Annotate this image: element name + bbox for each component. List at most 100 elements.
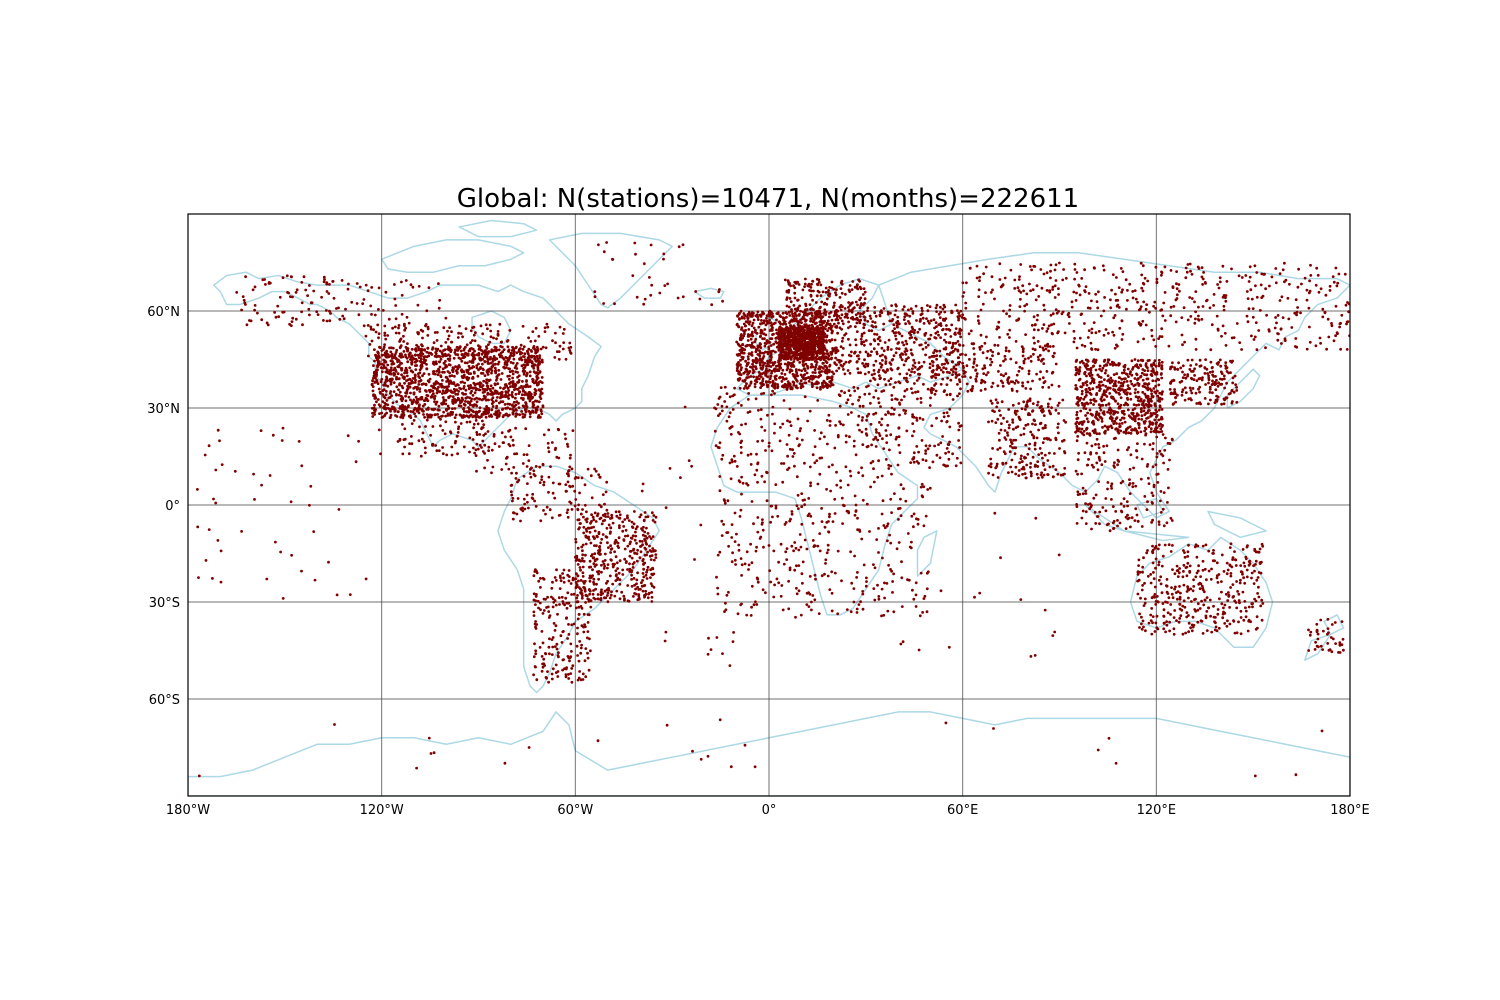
- station-marker: [798, 313, 801, 316]
- station-marker: [629, 550, 632, 553]
- station-marker: [493, 383, 497, 387]
- station-marker: [400, 373, 403, 377]
- station-marker: [366, 289, 370, 293]
- station-marker: [855, 321, 859, 325]
- station-marker: [1275, 321, 1278, 325]
- station-marker: [523, 393, 527, 397]
- station-marker: [872, 338, 876, 341]
- station-marker: [741, 343, 745, 347]
- station-marker: [578, 566, 582, 569]
- station-marker: [928, 305, 932, 309]
- station-marker: [534, 625, 537, 629]
- station-marker: [797, 368, 801, 372]
- station-marker: [769, 351, 773, 355]
- station-marker: [572, 592, 576, 596]
- station-marker: [531, 380, 535, 383]
- station-marker: [347, 282, 350, 286]
- station-marker: [810, 282, 813, 286]
- station-marker: [1120, 338, 1124, 341]
- station-marker: [584, 518, 588, 521]
- station-marker: [737, 325, 740, 328]
- station-marker: [763, 328, 767, 331]
- station-marker: [508, 370, 512, 374]
- station-marker: [510, 493, 514, 497]
- station-marker: [824, 371, 828, 375]
- station-marker: [881, 359, 884, 362]
- station-marker: [813, 368, 817, 372]
- station-marker: [842, 368, 845, 371]
- station-marker: [541, 612, 545, 615]
- station-marker: [622, 538, 626, 541]
- station-marker: [589, 565, 593, 569]
- station-marker: [522, 405, 526, 409]
- station-marker: [933, 336, 937, 339]
- station-marker: [800, 317, 804, 321]
- station-marker: [810, 349, 813, 353]
- station-marker: [448, 346, 452, 350]
- station-marker: [397, 359, 401, 363]
- station-marker: [575, 572, 578, 576]
- station-marker: [377, 403, 381, 406]
- station-marker: [400, 406, 403, 409]
- station-marker: [739, 373, 743, 377]
- station-marker: [323, 278, 326, 281]
- station-marker: [600, 537, 604, 541]
- station-marker: [431, 389, 435, 393]
- station-marker: [1153, 300, 1157, 304]
- station-marker: [1314, 283, 1318, 287]
- station-marker: [763, 344, 767, 348]
- station-marker: [383, 401, 387, 405]
- station-marker: [511, 403, 514, 407]
- station-marker: [504, 366, 508, 369]
- station-marker: [562, 568, 566, 572]
- station-marker: [385, 376, 389, 380]
- station-marker: [778, 353, 781, 357]
- station-marker: [902, 343, 906, 347]
- station-marker: [542, 577, 546, 581]
- station-marker: [438, 355, 442, 358]
- station-marker: [858, 279, 861, 283]
- station-marker: [928, 321, 931, 325]
- station-marker: [558, 482, 562, 486]
- station-marker: [487, 449, 490, 452]
- station-marker: [771, 361, 774, 365]
- station-marker: [765, 364, 768, 368]
- station-marker: [740, 315, 744, 319]
- station-marker: [1167, 344, 1171, 348]
- station-marker: [736, 314, 739, 318]
- station-marker: [826, 385, 829, 389]
- station-marker: [403, 445, 406, 449]
- station-marker: [532, 673, 535, 677]
- station-marker: [630, 573, 633, 577]
- station-marker: [566, 442, 569, 446]
- station-marker: [477, 410, 481, 414]
- station-marker: [918, 365, 922, 369]
- station-marker: [472, 422, 476, 426]
- station-marker: [848, 371, 852, 375]
- station-marker: [753, 385, 757, 389]
- station-marker: [758, 349, 761, 353]
- station-marker: [472, 410, 475, 414]
- station-marker: [1220, 334, 1223, 338]
- station-marker: [475, 400, 479, 404]
- station-marker: [569, 501, 573, 505]
- station-marker: [390, 377, 394, 381]
- station-marker: [806, 376, 809, 380]
- station-marker: [430, 384, 433, 388]
- station-marker: [548, 652, 551, 656]
- station-marker: [512, 443, 515, 447]
- station-marker: [620, 590, 624, 594]
- station-marker: [951, 341, 955, 345]
- station-marker: [789, 364, 793, 368]
- station-marker: [586, 656, 590, 660]
- station-marker: [426, 334, 430, 337]
- station-marker: [532, 592, 536, 596]
- station-marker: [440, 415, 443, 418]
- station-marker: [567, 623, 570, 626]
- station-marker: [394, 370, 398, 373]
- station-marker: [412, 408, 416, 412]
- station-marker: [793, 335, 797, 339]
- station-marker: [533, 642, 536, 646]
- station-marker: [276, 304, 280, 308]
- station-marker: [374, 396, 378, 400]
